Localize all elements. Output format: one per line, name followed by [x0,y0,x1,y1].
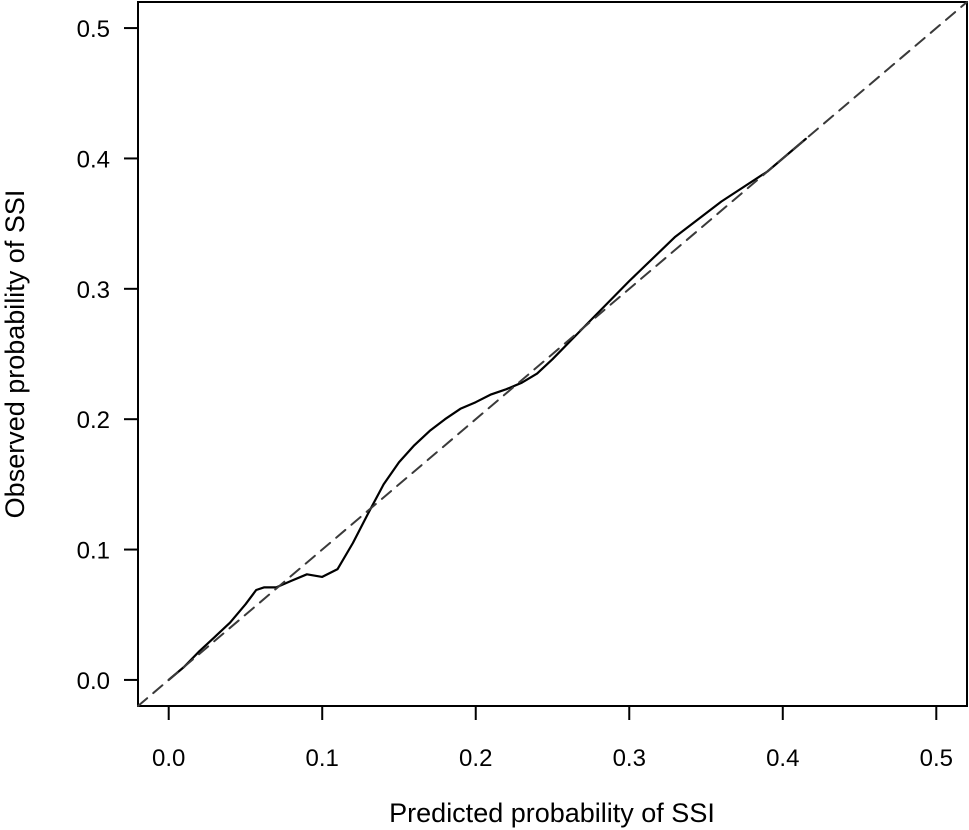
x-axis-title: Predicted probability of SSI [389,798,715,828]
x-axis: 0.0 0.1 0.2 0.3 0.4 0.5 [152,706,953,772]
x-tick-label: 0.3 [613,745,646,772]
y-tick-label: 0.5 [77,16,110,43]
reference-diagonal-line [137,1,968,707]
series-layer [137,1,968,707]
x-tick-label: 0.5 [920,745,953,772]
y-tick-label: 0.0 [77,668,110,695]
y-axis-title: Observed probability of SSI [0,190,30,519]
y-tick-label: 0.3 [77,277,110,304]
x-tick-label: 0.0 [152,745,185,772]
plot-frame [137,1,968,707]
calibration-curve [167,137,807,682]
x-tick-label: 0.1 [306,745,339,772]
x-tick-label: 0.4 [766,745,799,772]
y-tick-label: 0.1 [77,538,110,565]
x-tick-label: 0.2 [459,745,492,772]
y-axis: 0.0 0.1 0.2 0.3 0.4 0.5 [77,16,138,695]
y-tick-label: 0.4 [77,146,110,173]
y-tick-label: 0.2 [77,407,110,434]
